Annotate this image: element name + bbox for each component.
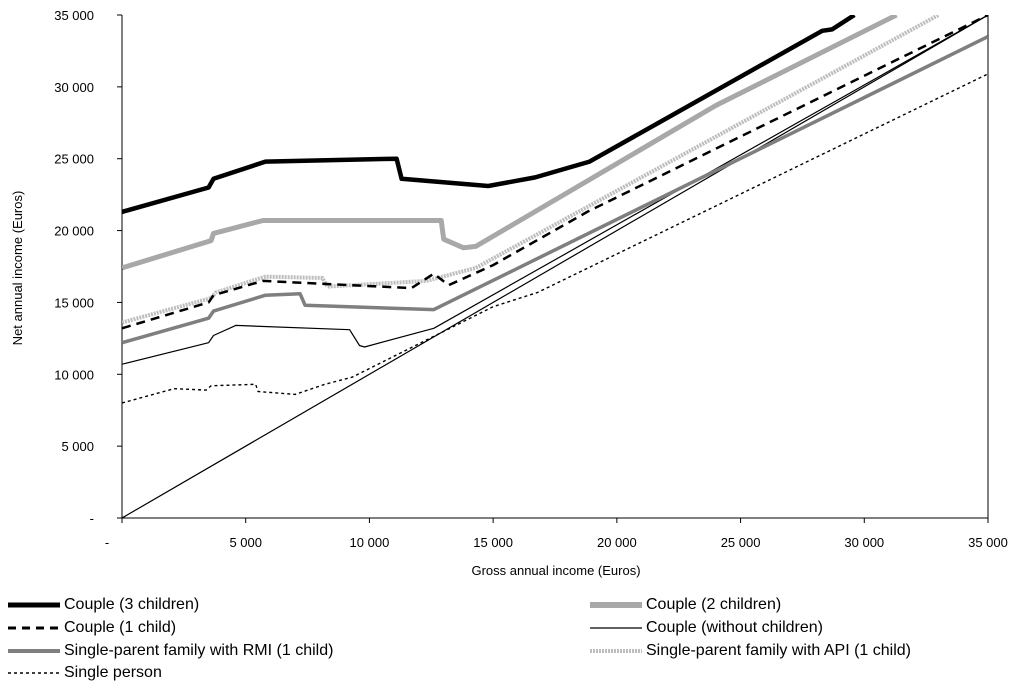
legend-item-single-parent-api: Single-parent family with API (1 child) bbox=[588, 641, 911, 661]
legend-item-single-person: Single person bbox=[6, 663, 162, 683]
legend-label: Couple (1 child) bbox=[64, 619, 177, 636]
legend-item-couple-3-children: Couple (3 children) bbox=[6, 595, 199, 615]
x-tick-label: - bbox=[105, 535, 109, 550]
legend-label: Couple (without children) bbox=[646, 619, 823, 636]
legend-item-couple-2-children: Couple (2 children) bbox=[588, 595, 781, 615]
legend: Couple (3 children) Couple (2 children) … bbox=[0, 591, 1011, 693]
y-tick-label: 20 000 bbox=[54, 224, 94, 239]
series-line-0 bbox=[122, 15, 856, 215]
y-tick-label: 5 000 bbox=[61, 439, 94, 454]
series-line-7 bbox=[122, 15, 988, 518]
legend-swatch-thick-solid bbox=[8, 602, 60, 608]
y-axis-title: Net annual income (Euros) bbox=[10, 191, 25, 346]
income-chart: - 5 000 10 000 15 000 20 000 25 000 30 000 35 0… bbox=[10, 8, 1008, 578]
series-lines bbox=[122, 15, 988, 518]
x-tick-label: 25 000 bbox=[721, 535, 761, 550]
x-tick-label: 20 000 bbox=[597, 535, 637, 550]
y-tick-label: 30 000 bbox=[54, 80, 94, 95]
y-tick-label: 10 000 bbox=[54, 367, 94, 382]
series-line-3 bbox=[122, 15, 988, 365]
series-line-1 bbox=[122, 15, 898, 271]
y-tick-label: 35 000 bbox=[54, 8, 94, 23]
legend-label: Couple (3 children) bbox=[64, 596, 200, 613]
legend-swatch-gray-medium bbox=[8, 649, 60, 653]
legend-label: Single-parent family with RMI (1 child) bbox=[64, 642, 334, 659]
ticks: - 5 000 10 000 15 000 20 000 25 000 30 000 35 0… bbox=[54, 8, 1008, 550]
y-tick-label: 15 000 bbox=[54, 295, 94, 310]
x-tick-label: 15 000 bbox=[473, 535, 513, 550]
legend-swatch-thin-solid bbox=[590, 627, 642, 629]
legend-swatch-wide-light bbox=[590, 602, 642, 608]
legend-swatch-dotted bbox=[8, 672, 60, 674]
legend-swatch-dotted-light bbox=[590, 649, 642, 653]
legend-item-couple-1-child: Couple (1 child) bbox=[6, 618, 176, 638]
legend-label: Single-parent family with API (1 child) bbox=[646, 642, 911, 659]
y-tick-label: - bbox=[90, 511, 94, 526]
series-line-4 bbox=[122, 35, 988, 345]
y-tick-label: 25 000 bbox=[54, 152, 94, 167]
x-tick-label: 5 000 bbox=[229, 535, 262, 550]
legend-label: Couple (2 children) bbox=[646, 596, 782, 613]
x-tick-label: 35 000 bbox=[968, 535, 1008, 550]
legend-label: Single person bbox=[64, 664, 162, 681]
x-tick-label: 10 000 bbox=[350, 535, 390, 550]
legend-item-couple-without-children: Couple (without children) bbox=[588, 618, 823, 638]
x-axis-title: Gross annual income (Euros) bbox=[471, 563, 640, 578]
x-tick-label: 30 000 bbox=[844, 535, 884, 550]
series-line-2 bbox=[122, 15, 988, 330]
legend-swatch-dashed bbox=[8, 626, 60, 630]
legend-item-single-parent-rmi: Single-parent family with RMI (1 child) bbox=[6, 641, 333, 661]
series-line-6 bbox=[122, 73, 988, 404]
